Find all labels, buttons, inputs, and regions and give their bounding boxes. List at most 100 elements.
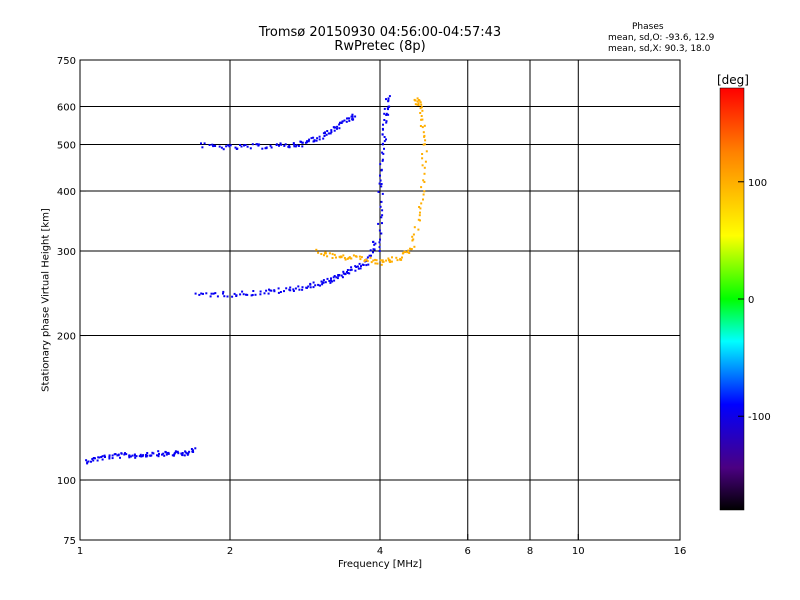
data-point	[388, 105, 391, 108]
data-point	[383, 147, 385, 150]
data-point	[218, 145, 221, 148]
data-point	[277, 287, 280, 290]
data-point	[401, 256, 403, 259]
data-point	[184, 451, 187, 454]
data-point	[354, 265, 357, 268]
data-point	[222, 292, 224, 295]
data-point	[229, 144, 232, 147]
data-point	[322, 137, 325, 140]
data-point	[359, 258, 362, 261]
data-point	[324, 131, 326, 134]
data-point	[332, 276, 335, 279]
data-point	[336, 277, 339, 280]
data-point	[326, 130, 329, 132]
y-tick-label: 750	[57, 56, 76, 67]
y-tick-label: 100	[57, 476, 76, 487]
data-point	[369, 256, 372, 259]
data-point	[275, 143, 278, 146]
data-point	[192, 449, 194, 452]
y-tick-label: 600	[57, 103, 76, 114]
data-point	[366, 260, 369, 262]
data-point	[422, 193, 425, 196]
chart-subtitle: RwPretec (8p)	[334, 39, 426, 54]
data-point	[324, 252, 327, 255]
data-point	[379, 259, 382, 262]
data-point	[333, 279, 336, 282]
data-point	[328, 252, 331, 255]
data-point	[235, 294, 238, 297]
data-point	[330, 279, 333, 282]
data-point	[297, 285, 300, 288]
data-point	[387, 113, 390, 116]
data-point	[239, 144, 241, 146]
data-point	[411, 235, 414, 238]
data-point	[378, 246, 381, 249]
data-point	[407, 249, 410, 252]
data-point	[350, 257, 353, 260]
data-point	[339, 121, 341, 124]
data-point	[187, 452, 190, 455]
data-point	[341, 276, 344, 279]
data-point	[308, 138, 311, 141]
data-point	[216, 295, 219, 298]
data-point	[111, 457, 114, 460]
data-point	[350, 268, 353, 271]
data-point	[373, 248, 376, 251]
data-point	[249, 147, 252, 150]
data-point	[385, 114, 388, 116]
x-tick-label: 10	[572, 546, 585, 557]
data-point	[314, 284, 317, 287]
data-point	[414, 103, 417, 106]
data-point	[305, 286, 308, 289]
data-point	[318, 138, 321, 141]
data-point	[370, 261, 373, 264]
data-point	[351, 115, 354, 118]
data-point	[90, 460, 92, 463]
data-point	[366, 256, 369, 259]
data-point	[381, 151, 384, 154]
data-point	[265, 289, 268, 292]
data-point	[246, 293, 249, 296]
data-point	[131, 454, 134, 457]
data-point	[297, 145, 300, 147]
data-point	[372, 241, 375, 243]
data-point	[381, 133, 384, 136]
y-tick-label: 200	[57, 332, 76, 343]
data-point	[134, 454, 136, 457]
data-point	[374, 258, 377, 261]
data-point	[421, 118, 424, 121]
data-point	[240, 145, 243, 148]
data-point	[419, 207, 422, 210]
data-point	[269, 289, 272, 292]
data-point	[374, 262, 377, 265]
data-point	[380, 200, 383, 203]
data-point	[289, 286, 292, 289]
y-tick-label: 300	[57, 247, 76, 258]
data-point	[372, 251, 374, 254]
data-point	[298, 288, 301, 291]
data-point	[210, 292, 213, 295]
data-point	[173, 452, 176, 455]
data-point	[209, 295, 212, 298]
data-point	[181, 452, 184, 454]
data-point	[138, 455, 141, 458]
data-point	[91, 458, 94, 460]
data-point	[167, 452, 170, 455]
data-point	[379, 179, 382, 182]
data-point	[86, 462, 89, 465]
data-point	[419, 211, 421, 214]
data-point	[202, 292, 204, 295]
data-point	[310, 137, 313, 140]
data-point	[259, 293, 262, 296]
data-point	[329, 132, 332, 135]
data-point	[301, 145, 304, 148]
data-point	[94, 457, 96, 460]
data-point	[256, 143, 259, 146]
data-point	[417, 102, 420, 105]
data-point	[212, 145, 215, 148]
data-point	[423, 166, 426, 169]
data-point	[348, 272, 351, 275]
data-point	[347, 117, 350, 120]
data-point	[295, 144, 298, 147]
data-point	[386, 107, 389, 110]
